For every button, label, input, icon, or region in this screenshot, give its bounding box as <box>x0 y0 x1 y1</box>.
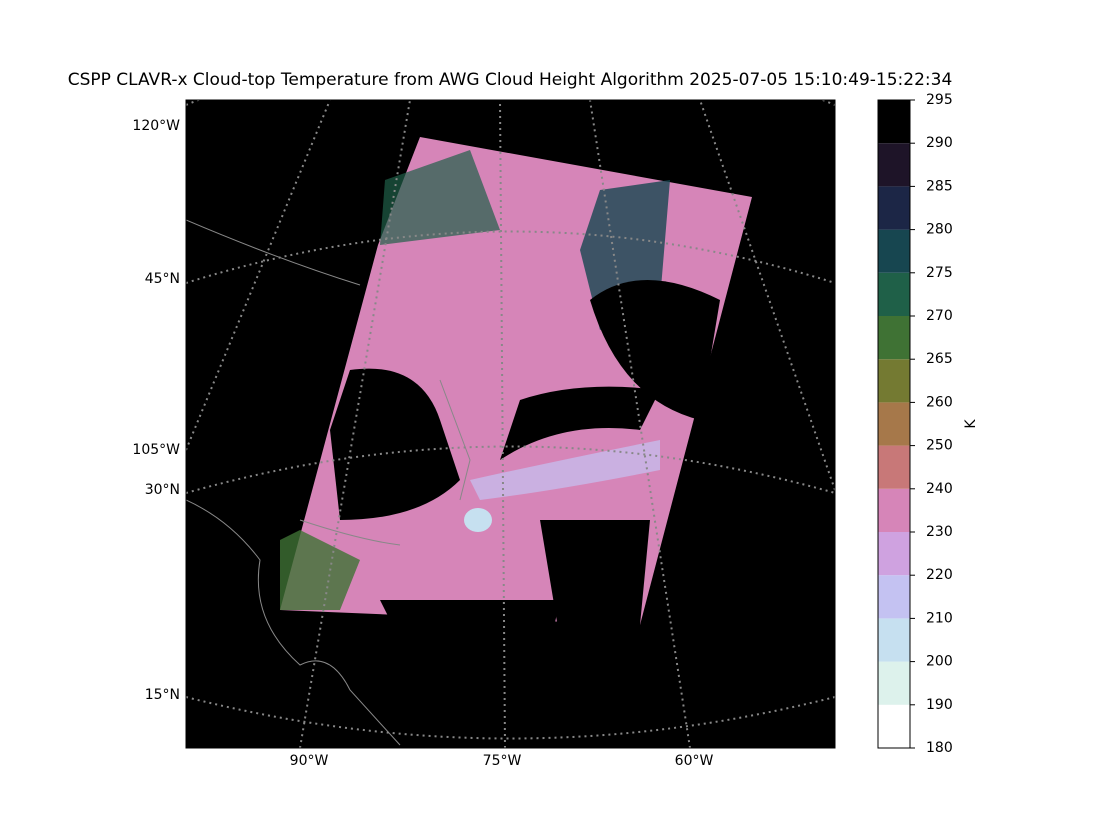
colorbar-tick-label: 295 <box>926 92 953 108</box>
colorbar-bin <box>878 402 910 446</box>
lon-label: 90°W <box>290 753 329 769</box>
lat-lon-label: 15°N <box>145 687 180 703</box>
map <box>185 99 836 749</box>
colorbar-tick-label: 220 <box>926 567 953 583</box>
colorbar-tick-label: 230 <box>926 524 953 540</box>
lat-lon-label: 120°W <box>132 118 180 134</box>
colorbar-label: K <box>963 419 979 429</box>
colorbar-tick-label: 200 <box>926 654 953 670</box>
colorbar-bin <box>878 532 910 576</box>
colorbar-tick-label: 210 <box>926 610 953 626</box>
colorbar-bin <box>878 661 910 705</box>
colorbar-tick-label: 265 <box>926 351 953 367</box>
lon-label: 60°W <box>675 753 714 769</box>
colorbar-tick-label: 250 <box>926 438 953 454</box>
lat-lon-label: 105°W <box>132 442 180 458</box>
colorbar-tick-label: 280 <box>926 222 953 238</box>
colorbar-tick-label: 290 <box>926 135 953 151</box>
colorbar-bin <box>878 575 910 619</box>
colorbar-bin <box>878 272 910 316</box>
lon-label: 75°W <box>483 753 522 769</box>
colorbar-tick-label: 180 <box>926 740 953 756</box>
colorbar-bin <box>878 316 910 360</box>
colorbar-bin <box>878 186 910 230</box>
lat-lon-label: 30°N <box>145 482 180 498</box>
colorbar-bin <box>878 618 910 662</box>
colorbar-tick-label: 275 <box>926 265 953 281</box>
colorbar-tick-label: 285 <box>926 178 953 194</box>
title: CSPP CLAVR-x Cloud-top Temperature from … <box>68 70 953 90</box>
colorbar-bin <box>878 100 910 144</box>
colorbar-tick-label: 260 <box>926 394 953 410</box>
colorbar-frame <box>877 99 911 749</box>
colorbar-bin <box>878 445 910 489</box>
colorbar-bin <box>878 488 910 532</box>
colorbar-bin <box>878 359 910 403</box>
colorbar-bin <box>878 143 910 187</box>
lat-lon-label: 45°N <box>145 271 180 287</box>
colorbar-bin <box>878 229 910 273</box>
colorbar-bin <box>878 704 910 748</box>
colorbar-tick-label: 240 <box>926 481 953 497</box>
colorbar-tick-label: 270 <box>926 308 953 324</box>
colorbar-tick-label: 190 <box>926 697 953 713</box>
